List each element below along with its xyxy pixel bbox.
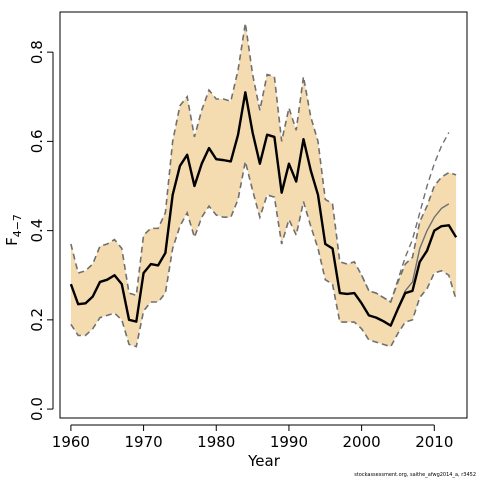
- source-credit: stockassessment.org, saithe_afwg2014_a, …: [354, 472, 476, 478]
- svg-text:F4−7: F4−7: [3, 214, 24, 246]
- y-axis-title-subscript: 4−7: [11, 214, 24, 237]
- lower-bound-line: [70, 161, 457, 348]
- x-tick-label: 1970: [124, 433, 162, 451]
- x-axis-title: Year: [247, 452, 281, 470]
- y-tick-label: 0.6: [28, 129, 46, 153]
- x-tick-label: 1960: [52, 433, 90, 451]
- plot-frame: [59, 11, 468, 419]
- y-axis-title-main: F: [3, 237, 21, 246]
- confidence-band: [70, 23, 457, 347]
- y-tick-label: 0.2: [28, 308, 46, 332]
- estimate-line: [69, 91, 458, 327]
- x-tick-label: 1980: [197, 433, 235, 451]
- y-tick-label: 0.4: [28, 219, 46, 243]
- x-axis: 1960 1970 1980 1990 2000 2010: [52, 424, 453, 451]
- x-tick-label: 2010: [415, 433, 453, 451]
- x-tick-label: 2000: [343, 433, 381, 451]
- retrospective-upper-line: [360, 132, 450, 304]
- y-axis-title: F4−7: [3, 214, 24, 246]
- y-tick-label: 0.8: [28, 40, 46, 64]
- x-tick-label: 1990: [270, 433, 308, 451]
- y-tick-label: 0.0: [28, 397, 46, 421]
- y-axis: 0.0 0.2 0.4 0.6 0.8: [28, 40, 54, 421]
